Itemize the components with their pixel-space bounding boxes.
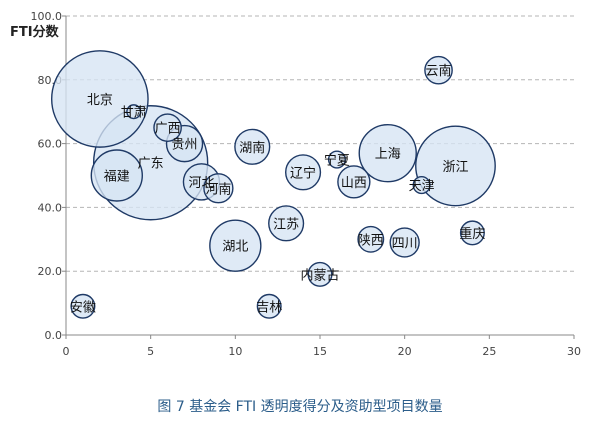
bubble-label-贵州: 贵州 <box>172 138 198 153</box>
bubble-云南 <box>424 55 453 85</box>
bubble-label-山西: 山西 <box>341 176 367 191</box>
figure-caption: 图 7 基金会 FTI 透明度得分及资助型项目数量 <box>157 399 443 415</box>
x-tick-label: 25 <box>482 345 496 358</box>
bubble-label-北京: 北京 <box>87 93 113 108</box>
x-tick-label: 30 <box>567 345 581 358</box>
bubble-label-重庆: 重庆 <box>459 226 485 242</box>
bubble-浙江 <box>415 125 496 207</box>
bubble-label-云南: 云南 <box>426 63 452 79</box>
x-tick-label: 15 <box>313 345 327 358</box>
bubble-广西 <box>153 113 182 142</box>
bubble-宁夏 <box>327 150 346 169</box>
x-tick-label: 5 <box>147 345 154 358</box>
bubble-陕西 <box>357 225 385 253</box>
bubble-安徽 <box>70 293 96 319</box>
bubble-甘肃 <box>126 104 142 120</box>
bubble-福建 <box>90 149 143 202</box>
x-tick-label: 0 <box>63 345 70 358</box>
bubble-上海 <box>358 123 417 183</box>
y-tick-label: 0.0 <box>45 329 63 342</box>
bubble-label-宁夏: 宁夏 <box>324 153 350 169</box>
bubble-label-浙江: 浙江 <box>442 160 468 175</box>
bubble-label-四川: 四川 <box>392 236 418 251</box>
bubble-江苏 <box>268 205 305 242</box>
bubble-label-广西: 广西 <box>155 122 181 137</box>
bubble-label-江苏: 江苏 <box>273 216 299 232</box>
bubble-湖南 <box>234 128 271 165</box>
y-tick-label: 20.0 <box>38 265 63 278</box>
bubble-重庆 <box>459 220 485 246</box>
bubble-河南 <box>203 173 234 204</box>
y-tick-label: 40.0 <box>38 201 63 214</box>
bubble-series <box>50 50 496 319</box>
bubble-label-陕西: 陕西 <box>358 233 384 248</box>
bubble-label-内蒙古: 内蒙古 <box>300 267 339 283</box>
bubble-四川 <box>389 227 420 258</box>
bubble-山西 <box>337 165 371 199</box>
bubble-label-甘肃: 甘肃 <box>121 106 147 121</box>
bubble-北京 <box>50 50 149 148</box>
bubble-label-湖南: 湖南 <box>239 140 265 156</box>
bubble-label-上海: 上海 <box>375 147 401 162</box>
bubble-label-湖北: 湖北 <box>222 240 248 255</box>
bubble-label-河南: 河南 <box>205 181 231 197</box>
bubble-吉林 <box>256 293 282 319</box>
bubble-label-吉林: 吉林 <box>256 300 282 315</box>
bubble-天津 <box>412 176 431 195</box>
bubble-label-安徽: 安徽 <box>70 300 96 315</box>
bubble-label-辽宁: 辽宁 <box>290 165 316 181</box>
x-tick-label: 10 <box>228 345 242 358</box>
bubble-内蒙古 <box>307 261 333 287</box>
bubble-label-福建: 福建 <box>104 170 130 185</box>
y-tick-label: 100.0 <box>31 10 63 23</box>
x-tick-label: 20 <box>398 345 412 358</box>
bubble-label-河北: 河北 <box>188 176 214 191</box>
bubble-label-天津: 天津 <box>409 179 435 194</box>
bubble-辽宁 <box>284 154 322 191</box>
y-tick-label: 60.0 <box>38 138 63 151</box>
bubble-label-广东: 广东 <box>138 157 164 172</box>
y-axis-title: FTI分数 <box>10 24 60 40</box>
bubble-湖北 <box>209 219 262 272</box>
